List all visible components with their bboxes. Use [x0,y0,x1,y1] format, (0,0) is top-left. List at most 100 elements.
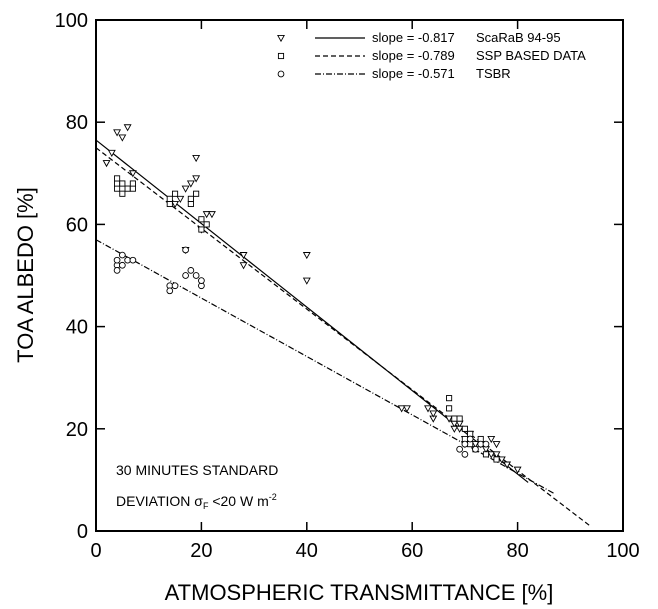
legend-slope-0: slope = -0.817 [372,30,455,45]
x-axis-label: ATMOSPHERIC TRANSMITTANCE [%] [165,580,554,605]
legend-name-0: ScaRaB 94-95 [476,30,561,45]
legend-slope-1: slope = -0.789 [372,48,455,63]
point-s1-9 [166,195,173,202]
point-s0-1 [107,149,116,157]
annotation: 30 MINUTES STANDARD DEVIATION σF <20 W m… [116,462,278,511]
point-s2-20 [472,445,479,453]
point-s0-25 [445,415,454,423]
point-s0-21 [402,405,411,413]
legend-marker-1 [277,52,285,60]
point-s0-39 [492,441,501,449]
point-s1-19 [451,415,458,422]
y-tick-label-2: 40 [66,317,88,339]
x-tick-label-3: 60 [401,540,423,562]
point-s1-5 [124,185,131,192]
point-s0-4 [123,124,132,132]
point-s0-0 [102,160,111,168]
point-s0-7 [176,195,185,203]
y-tick-label-5: 100 [55,10,88,32]
plot-frame [95,19,624,532]
point-s0-18 [302,252,311,260]
point-s1-18 [446,405,453,412]
annotation-line-2-prefix: DEVIATION σ [116,493,203,509]
x-tick-label-1: 20 [190,540,212,562]
legend: slope = -0.817 ScaRaB 94-95 slope = -0.789… [277,30,586,81]
point-s0-33 [471,441,480,449]
point-s0-16 [239,252,248,260]
point-s0-40 [497,456,506,464]
point-s2-1 [113,256,121,264]
y-tick-label-1: 20 [66,419,88,441]
point-s1-20 [456,415,463,422]
point-s2-15 [198,277,205,284]
point-s0-2 [113,129,122,137]
y-tick-label-0: 0 [77,521,88,543]
point-s2-13 [192,272,200,279]
point-s0-27 [450,425,459,433]
point-s0-42 [513,466,522,474]
point-s1-4 [119,180,126,187]
point-s2-9 [171,282,179,290]
point-s1-15 [198,226,205,233]
annotation-line-2-sup: -2 [269,492,277,502]
annotation-line-2-sub: F [203,501,209,511]
annotation-line-1: 30 MINUTES STANDARD [116,462,278,478]
point-s1-7 [129,180,136,187]
point-s0-29 [455,425,464,433]
point-s2-4 [118,251,126,259]
point-s0-10 [186,180,195,188]
x-tick-label-5: 100 [606,540,639,562]
point-s1-14 [198,216,205,223]
point-s0-3 [118,134,127,142]
point-s2-10 [182,272,189,279]
point-s2-18 [461,440,469,448]
point-s1-11 [187,200,194,208]
point-s0-38 [492,451,501,459]
axis-ticks: 0 20 40 60 80 100 0 20 40 60 80 100 [55,10,640,562]
point-s0-8 [181,185,190,193]
point-s0-20 [397,405,406,413]
y-axis-label: TOA ALBEDO [%] [13,187,38,363]
x-tick-label-0: 0 [90,540,101,562]
point-s2-16 [456,445,463,453]
point-s0-22 [424,405,432,413]
y-tick-label-3: 60 [66,214,88,236]
point-s0-12 [192,175,201,183]
data-points [102,124,522,474]
point-s1-16 [203,221,210,228]
y-tick-label-4: 80 [66,112,88,134]
point-s0-37 [487,436,496,444]
point-s2-22 [482,440,490,448]
point-s2-8 [166,287,174,295]
point-s0-41 [503,461,512,469]
point-s1-1 [114,180,121,187]
point-s1-12 [187,195,194,202]
legend-marker-0 [277,34,285,43]
point-s0-6 [171,200,180,209]
point-s0-15 [207,211,216,219]
point-s2-3 [118,261,126,269]
point-s0-17 [239,262,248,270]
annotation-line-2-mid: <20 W m [208,493,268,509]
x-tick-label-4: 80 [506,540,528,562]
point-s1-27 [482,451,490,458]
point-s1-2 [114,175,121,182]
point-s1-13 [193,190,200,197]
point-s2-19 [466,435,474,443]
legend-name-1: SSP BASED DATA [476,48,586,63]
legend-name-2: TSBR [476,66,511,81]
point-s1-21 [461,425,468,432]
point-s1-17 [446,395,453,402]
annotation-line-2: DEVIATION σF <20 W m-2 [116,492,277,511]
point-s1-3 [119,190,126,197]
point-s1-8 [166,200,173,208]
point-s0-36 [487,451,496,459]
point-s2-11 [182,246,189,254]
point-s0-24 [429,410,438,418]
point-s0-5 [128,170,137,178]
point-s0-14 [202,211,211,219]
point-s2-17 [461,451,469,458]
point-s1-28 [493,456,500,463]
legend-marker-2 [277,70,285,78]
